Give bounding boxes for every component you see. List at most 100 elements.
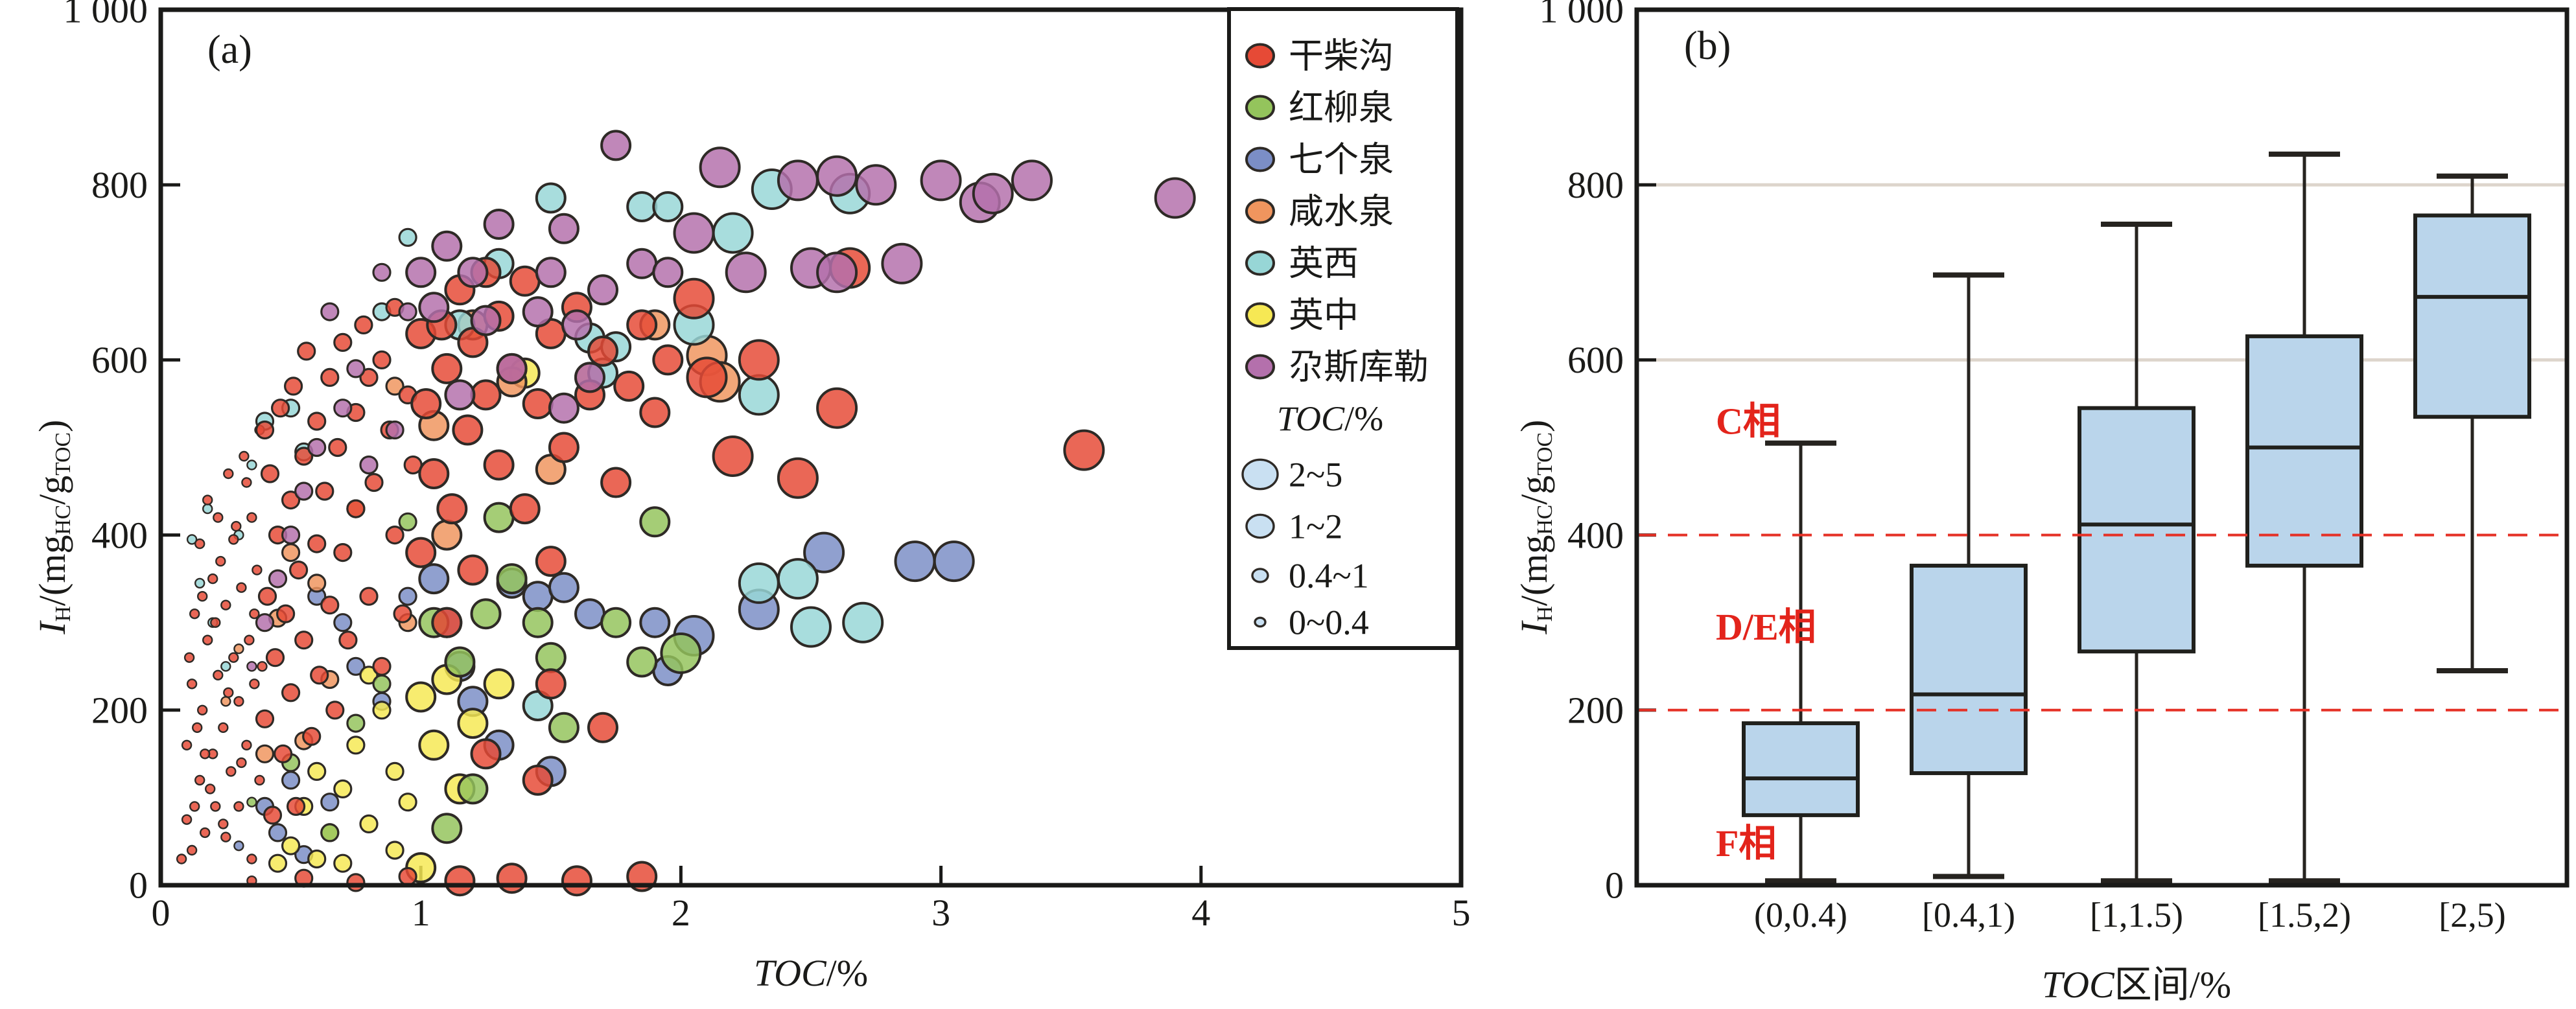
- data-point: [249, 678, 260, 690]
- data-point: [673, 277, 715, 319]
- data-point: [320, 596, 340, 615]
- data-point: [333, 779, 353, 799]
- data-point: [307, 761, 327, 782]
- legend-size-marker: [1245, 513, 1275, 539]
- data-point: [200, 748, 211, 760]
- y-axis-tick-label: 600: [91, 339, 148, 381]
- data-point: [215, 555, 226, 567]
- data-point: [294, 631, 314, 650]
- data-point: [431, 230, 463, 262]
- data-point: [294, 447, 314, 466]
- data-point: [268, 853, 288, 873]
- data-point: [431, 607, 463, 638]
- data-point: [333, 613, 353, 632]
- data-point: [255, 709, 275, 728]
- data-point: [535, 182, 567, 214]
- data-point: [223, 687, 234, 699]
- data-point: [281, 542, 301, 562]
- data-point: [281, 525, 301, 545]
- data-point: [255, 744, 275, 763]
- panel-b-border: [1634, 7, 2570, 888]
- data-point: [307, 412, 327, 431]
- data-point: [522, 607, 554, 638]
- data-point: [410, 388, 442, 419]
- data-point: [548, 213, 580, 244]
- data-point: [385, 420, 404, 440]
- legend-size-label: 0.4~1: [1289, 556, 1369, 595]
- panel-a-border: [158, 7, 1464, 888]
- panel-a-x-axis-title: TOC/%: [753, 952, 869, 994]
- data-point: [310, 666, 329, 685]
- legend-color-marker: [1245, 198, 1275, 224]
- data-point: [444, 865, 476, 897]
- data-point: [725, 251, 767, 294]
- data-point: [777, 457, 819, 499]
- box-iqr: [2245, 334, 2363, 568]
- data-point: [346, 713, 366, 733]
- data-point: [333, 542, 353, 562]
- legend-color-marker: [1245, 95, 1275, 121]
- data-point: [436, 493, 468, 525]
- box-and-whisker: [2245, 151, 2363, 884]
- data-point: [233, 644, 244, 655]
- data-point: [660, 632, 702, 674]
- data-point: [548, 712, 580, 743]
- data-point: [431, 353, 463, 384]
- data-point: [236, 582, 247, 593]
- data-point: [246, 512, 257, 523]
- data-point: [457, 257, 489, 288]
- box-iqr: [2413, 213, 2531, 419]
- data-point: [777, 159, 819, 202]
- data-point: [738, 339, 780, 381]
- data-point: [452, 414, 484, 446]
- data-point: [189, 801, 200, 812]
- data-point: [346, 873, 366, 892]
- data-point: [333, 332, 353, 353]
- data-point: [294, 481, 314, 501]
- legend-series-label: 尕斯库勒: [1289, 347, 1429, 386]
- data-point: [228, 652, 239, 663]
- data-point: [194, 577, 205, 589]
- legend-color-marker: [1245, 250, 1275, 276]
- data-point: [307, 849, 327, 869]
- data-point: [790, 606, 832, 648]
- data-point: [1063, 429, 1105, 471]
- legend-series-label: 红柳泉: [1289, 88, 1394, 127]
- data-point: [587, 712, 618, 743]
- data-point: [302, 726, 322, 746]
- data-point: [418, 292, 450, 323]
- y-axis-tick-label: 1 000: [64, 0, 148, 31]
- data-point: [244, 634, 255, 645]
- data-point: [894, 540, 936, 583]
- data-point: [777, 558, 819, 600]
- data-point: [881, 242, 923, 284]
- data-point: [398, 512, 417, 531]
- data-point: [200, 827, 211, 839]
- legend-series-label: 干柴沟: [1289, 36, 1394, 75]
- data-point: [496, 863, 528, 894]
- data-point: [933, 540, 975, 583]
- data-point: [1154, 177, 1196, 219]
- data-point: [307, 534, 327, 553]
- data-point: [686, 356, 728, 399]
- x-axis-category-label: [2,5): [2439, 896, 2505, 934]
- data-point: [202, 503, 213, 515]
- data-point: [218, 818, 229, 829]
- data-point: [972, 172, 1014, 215]
- data-point: [398, 302, 417, 321]
- data-point: [226, 766, 237, 777]
- data-point: [359, 666, 379, 685]
- data-point: [252, 564, 263, 575]
- data-point: [202, 494, 213, 505]
- y-axis-tick-label: 800: [1567, 164, 1624, 206]
- boxplot-panel: 0 200 400 600 800 1 000 C相 D/E相 F相 (0,0.4) [0.4,1)…: [1540, 0, 2570, 934]
- legend-series-label: 英西: [1289, 244, 1359, 283]
- data-point: [281, 683, 301, 702]
- x-axis-category-label: [1,1.5): [2090, 896, 2183, 934]
- scatter-panel: 0 200 400 600 800 1 000 0 1 2 3 4 5: [64, 0, 1471, 934]
- data-point: [600, 607, 632, 638]
- panel-b-letter: (b): [1684, 24, 1731, 68]
- x-axis-category-label: [1.5,2): [2258, 896, 2351, 934]
- data-point: [496, 353, 528, 384]
- data-point: [271, 399, 290, 418]
